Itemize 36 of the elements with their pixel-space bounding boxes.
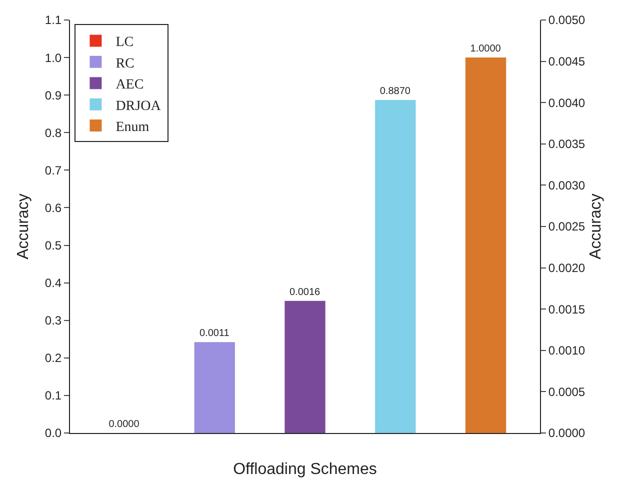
y-tick-label: 0.5 [44, 238, 62, 252]
y2-tick-label: 0.0015 [548, 302, 586, 316]
y-tick-label: 0.1 [44, 388, 62, 403]
y2-tick-label: 0.0010 [548, 344, 586, 358]
y-tick-label: 0.9 [44, 88, 62, 102]
y2-tick-label: 0.0040 [548, 96, 586, 110]
y-axis-title: Accuracy [15, 194, 32, 260]
legend-label: DRJOA [116, 98, 162, 114]
x-axis-title: Offloading Schemes [233, 461, 377, 478]
y2-tick-label: 0.0005 [548, 384, 586, 399]
legend-label: AEC [116, 78, 144, 93]
y-tick-label: 1.0 [44, 50, 62, 65]
legend-label: RC [116, 56, 134, 72]
y-tick-label: 0.3 [44, 314, 62, 328]
legend-label: Enum [116, 120, 150, 135]
y-tick-label: 1.1 [44, 13, 62, 28]
data-label: 0.0016 [289, 286, 321, 298]
y-tick-label: 0.8 [44, 126, 62, 140]
y-tick-label: 0.4 [44, 276, 62, 290]
data-label: 0.0011 [199, 328, 230, 340]
y-tick-label: 0.0 [44, 426, 62, 440]
data-label: 0.8870 [380, 86, 411, 97]
y2-tick-label: 0.0045 [548, 54, 586, 68]
y2-tick-label: 0.0000 [548, 426, 586, 440]
y2-tick-label: 0.0020 [548, 261, 586, 275]
y2-tick-label: 0.0035 [548, 137, 586, 152]
y-tick-label: 0.6 [44, 200, 62, 215]
y2-tick-label: 0.0030 [548, 178, 586, 192]
data-label: 0.0000 [108, 419, 140, 430]
y-tick-label: 0.7 [44, 163, 62, 178]
y-tick-label: 0.2 [44, 351, 62, 366]
y2-axis-title: Accuracy [587, 194, 604, 260]
y2-tick-label: 0.0025 [548, 220, 586, 234]
legend-label: LC [116, 35, 134, 50]
y2-tick-label: 0.0050 [548, 13, 586, 28]
data-label: 1.0000 [470, 44, 502, 55]
